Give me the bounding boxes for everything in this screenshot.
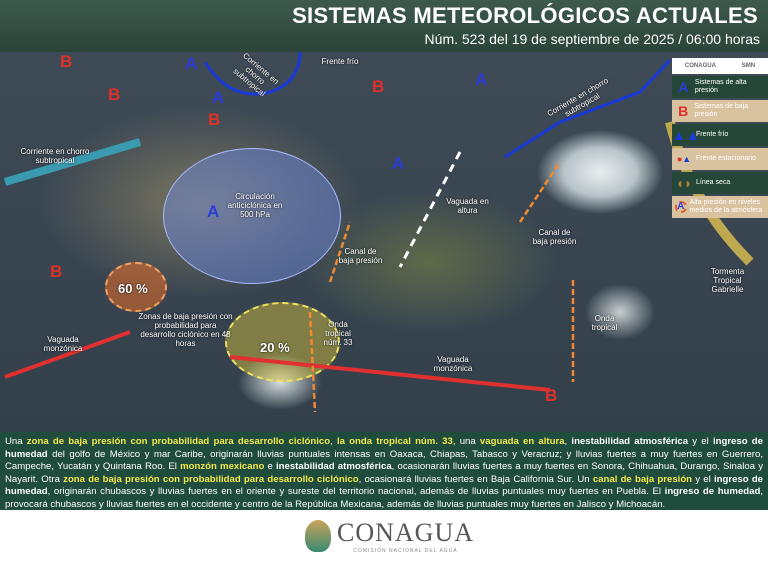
upper-trough bbox=[398, 151, 462, 268]
highlighted-term: ingreso de humedad bbox=[664, 486, 761, 498]
stationary-front-icon: ● bbox=[676, 154, 683, 164]
low-pressure-marker: B bbox=[545, 386, 558, 405]
cold-front-north bbox=[203, 52, 302, 96]
probability-label: 60 % bbox=[118, 281, 148, 296]
high-pressure-marker: A bbox=[212, 88, 225, 107]
highlighted-term: canal de baja presión bbox=[592, 473, 693, 485]
monsoon-trough-east bbox=[229, 355, 551, 392]
map-label: Canal de baja presión bbox=[532, 228, 577, 246]
high-pressure-icon: A bbox=[678, 79, 689, 95]
bulletin-segment: , una bbox=[452, 436, 480, 447]
map-label: Onda tropical núm. 33 bbox=[323, 320, 353, 347]
subtropical-jet bbox=[3, 138, 142, 186]
bulletin-segment: , bbox=[564, 436, 572, 447]
legend-item: B Sistemas de baja presión bbox=[672, 100, 768, 122]
highlighted-term: inestabilidad atmosférica bbox=[275, 461, 392, 473]
header: SISTEMAS METEOROLÓGICOS ACTUALES Núm. 52… bbox=[0, 0, 768, 52]
low-pressure-icon: B bbox=[678, 103, 689, 119]
bulletin-segment: Una bbox=[5, 436, 27, 447]
mid-level-high-icon: A bbox=[675, 201, 687, 213]
conagua-emblem-icon bbox=[305, 520, 331, 552]
highlighted-term: monzón mexicano bbox=[180, 461, 265, 473]
map-label: Circulación anticiclónica en 500 hPa bbox=[227, 192, 283, 219]
bulletin-segment: , originarán chubascos y lluvias fuertes… bbox=[47, 486, 665, 498]
high-pressure-marker: A bbox=[185, 54, 198, 73]
tropical-wave-33 bbox=[308, 311, 317, 413]
map-label: Canal de baja presión bbox=[338, 247, 383, 265]
map-label: Zonas de baja presión con probabilidad p… bbox=[138, 312, 233, 348]
map-label: Tormenta Tropical Gabrielle bbox=[710, 267, 745, 294]
conagua-footer-logo: CONAGUA COMISIÓN NACIONAL DEL AGUA bbox=[305, 518, 474, 554]
smn-logo: SMN bbox=[741, 63, 756, 69]
legend-item: ◖◗ Línea seca bbox=[672, 172, 768, 194]
low-pressure-channel bbox=[328, 221, 352, 283]
map-label: Corriente en chorro subtropical bbox=[20, 147, 90, 165]
anticyclone-area bbox=[163, 148, 341, 284]
low-pressure-zone-20 bbox=[225, 302, 340, 382]
map-overlays bbox=[3, 52, 754, 413]
map-label: Frente frío bbox=[321, 57, 359, 66]
high-pressure-marker: A bbox=[475, 70, 488, 89]
highlighted-term: vaguada en altura bbox=[479, 436, 565, 447]
legend-item: A Alta presión en niveles medios de la at… bbox=[672, 196, 768, 218]
page-title: SISTEMAS METEOROLÓGICOS ACTUALES bbox=[292, 3, 758, 28]
bulletin-segment: , bbox=[330, 436, 337, 447]
weather-map: A A A A A B B B B B B 60 % 20 % Corrient… bbox=[0, 52, 768, 432]
map-label: Vaguada monzónica bbox=[433, 355, 473, 373]
low-pressure-zone-60 bbox=[105, 262, 167, 312]
bulletin-segment: del golfo de México y mar Caribe, origin… bbox=[5, 448, 763, 473]
bulletin-number-date: Núm. 523 del 19 de septiembre de 2025 / … bbox=[424, 31, 760, 47]
map-label: Vaguada monzónica bbox=[43, 335, 83, 353]
highlighted-term: zona de baja presión con probabilidad pa… bbox=[63, 473, 359, 485]
probability-label: 20 % bbox=[260, 340, 290, 355]
map-label: Vaguada en altura bbox=[446, 197, 489, 215]
bulletin-segment: y el bbox=[692, 473, 714, 485]
monsoon-trough-west bbox=[4, 330, 131, 379]
legend-item: A Sistemas de alta presión bbox=[672, 76, 768, 98]
highlighted-term: zona de baja presión con probabilidad pa… bbox=[26, 436, 331, 447]
low-pressure-marker: B bbox=[372, 77, 385, 96]
low-pressure-marker: B bbox=[208, 110, 221, 129]
low-pressure-marker: B bbox=[60, 52, 73, 71]
legend-item: ▲▲ Frente frío bbox=[672, 124, 768, 146]
high-pressure-marker: A bbox=[207, 202, 220, 221]
low-pressure-channel-east bbox=[518, 161, 562, 223]
highlighted-term: ingreso de humedad bbox=[5, 436, 763, 460]
conagua-logo: CONAGUA bbox=[684, 63, 716, 69]
cold-front-east bbox=[504, 58, 672, 159]
cold-front-icon: ▲▲ bbox=[672, 127, 700, 143]
bulletin-segment: y el bbox=[688, 436, 713, 447]
footer: CONAGUA COMISIÓN NACIONAL DEL AGUA bbox=[0, 510, 768, 576]
bulletin-segment: e bbox=[264, 461, 276, 473]
bulletin-segment: , provocará chubascos y lluvias fuertes … bbox=[5, 486, 764, 510]
bulletin-segment: , ocasionará lluvias fuertes en Baja Cal… bbox=[358, 473, 593, 485]
dry-line-icon: ◖◗ bbox=[675, 175, 693, 191]
highlighted-term: la onda tropical núm. 33 bbox=[336, 436, 453, 447]
map-label: Onda tropical bbox=[591, 314, 618, 332]
legend: CONAGUA SMN A Sistemas de alta presión B Si… bbox=[672, 58, 768, 220]
highlighted-term: ingreso de humedad bbox=[5, 473, 764, 498]
legend-item: ●▲ Frente estacionario bbox=[672, 148, 768, 170]
low-pressure-marker: B bbox=[50, 262, 63, 281]
bulletin-text: Una zona de baja presión con probabilida… bbox=[0, 432, 768, 510]
bulletin-segment: , ocasionarán lluvias fuertes a muy fuer… bbox=[5, 461, 763, 485]
high-pressure-marker: A bbox=[392, 154, 405, 173]
low-pressure-marker: B bbox=[108, 85, 121, 104]
highlighted-term: inestabilidad atmosférica bbox=[571, 436, 689, 447]
